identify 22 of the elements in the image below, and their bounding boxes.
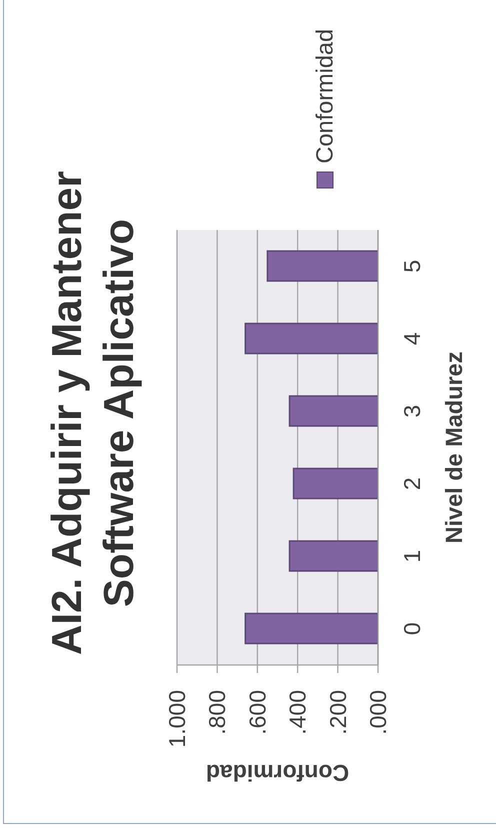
text: Conformidad xyxy=(312,28,338,163)
bar xyxy=(292,468,378,500)
y-tick-label: 4 xyxy=(399,332,426,346)
x-tick-label: .400 xyxy=(284,690,311,735)
x-tick-label: .800 xyxy=(204,690,230,735)
x-tick-label: .600 xyxy=(244,690,270,735)
x-tick-label: .000 xyxy=(365,690,392,735)
x-axis-title: Conformidad xyxy=(206,760,350,786)
bar xyxy=(244,612,378,644)
bar xyxy=(288,540,378,572)
text: AI2. Adquirir y Mantener Software Aplicativo xyxy=(42,170,144,657)
y-tick-label: 5 xyxy=(399,260,426,273)
y-axis-title: Nivel de Madurez xyxy=(441,352,467,544)
bar xyxy=(288,395,378,427)
bar xyxy=(266,250,378,282)
bar xyxy=(244,322,378,354)
y-tick-label: 3 xyxy=(399,404,426,418)
y-tick-label: 1 xyxy=(399,550,426,563)
x-tick-label: 1.000 xyxy=(164,690,190,748)
y-tick-label: 2 xyxy=(399,477,426,490)
x-tick-label: .200 xyxy=(324,690,351,735)
y-tick-label: 0 xyxy=(399,622,426,636)
